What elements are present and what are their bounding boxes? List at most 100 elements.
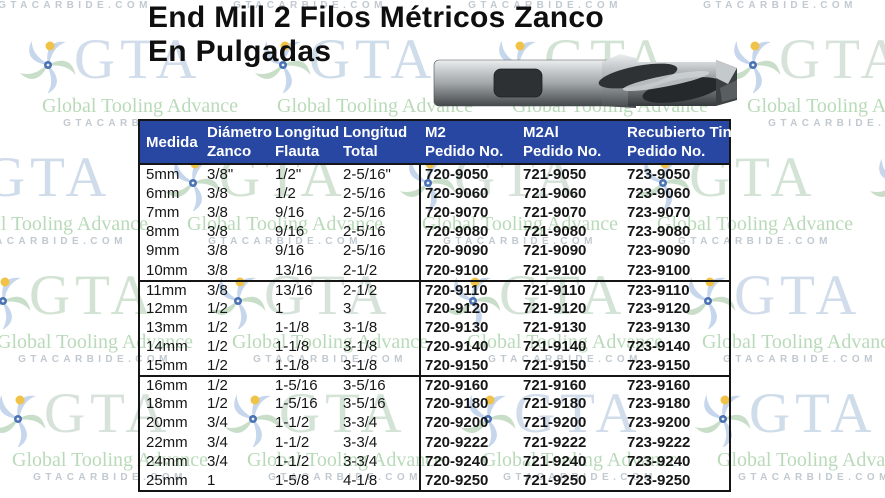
cell-m2al-pedido: 721-9090 [523,242,587,260]
cell-longitud-total: 3-1/8 [343,338,378,356]
cell-longitud-total: 4-1/8 [343,471,378,489]
cell-m2al-pedido: 721-9180 [523,395,587,413]
cell-recubierto-tin-pedido: 723-9150 [627,357,691,375]
cell-diametro-zanco: 3/8 [207,185,228,203]
cell-medida: 10mm [146,261,188,279]
cell-diametro-zanco: 3/8" [207,166,234,184]
cell-medida: 24mm [146,452,188,470]
table-row: 8mm 3/8 9/16 2-5/16 720-9080 721-9080 723-9080 [140,222,729,242]
column-header-recubierto-tin-pedido: Recubierto Tin Pedido No. [627,121,732,163]
page-title-line-1: End Mill 2 Filos Métricos Zanco [148,1,605,34]
column-header-line1: Medida [146,133,198,151]
cell-medida: 6mm [146,185,180,203]
cell-recubierto-tin-pedido: 723-9050 [627,166,691,184]
table-row: 6mm 3/8 1/2 2-5/16 720-9060 721-9060 723-9060 [140,184,729,204]
table-row: 9mm 3/8 9/16 2-5/16 720-9090 721-9090 723-9090 [140,241,729,261]
cell-recubierto-tin-pedido: 723-9070 [627,204,691,222]
watermark-website: GTACARBIDE.COM [703,0,857,11]
cell-longitud-flauta: 1-5/16 [275,395,318,413]
cell-m2-pedido: 720-9222 [419,432,523,452]
cell-diametro-zanco: 1/2 [207,377,228,395]
cell-m2al-pedido: 721-9160 [523,377,587,395]
column-header-line2: Total [343,143,378,160]
cell-recubierto-tin-pedido: 723-9100 [627,261,691,279]
cell-recubierto-tin-pedido: 723-9140 [627,338,691,356]
cell-longitud-flauta: 1 [275,299,284,317]
cell-diametro-zanco: 3/4 [207,414,228,432]
cell-recubierto-tin-pedido: 723-9160 [627,377,691,395]
cell-longitud-flauta: 1-1/2 [275,433,310,451]
cell-longitud-flauta: 13/16 [275,261,313,279]
column-header-line1: Longitud [343,124,408,141]
table-row: 13mm 1/2 1-1/8 3-1/8 720-9130 721-9130 723-913… [140,317,729,337]
gta-logo-icon [0,394,46,447]
cell-recubierto-tin-pedido: 723-9110 [627,281,690,299]
cell-m2-pedido: 720-9080 [419,222,523,242]
table-row: 25mm 1 1-5/8 4-1/8 720-9250 721-9250 723-9250 [140,470,729,490]
cell-m2al-pedido: 721-9250 [523,471,587,489]
cell-longitud-flauta: 1-1/8 [275,318,310,336]
cell-longitud-flauta: 1-1/2 [275,452,310,470]
column-header-medida: Medida [140,121,207,163]
watermark-tagline: Global Tooling Advance [860,213,885,236]
cell-medida: 9mm [146,242,180,260]
cell-m2al-pedido: 721-9110 [523,281,586,299]
cell-m2al-pedido: 721-9100 [523,261,587,279]
cell-diametro-zanco: 3/8 [207,223,228,241]
column-header-line1: Recubierto Tin [627,124,732,141]
cell-medida: 7mm [146,204,180,222]
cell-longitud-total: 3-1/8 [343,357,378,375]
cell-longitud-total: 2-5/16 [343,223,386,241]
cell-medida: 12mm [146,299,188,317]
cell-longitud-flauta: 9/16 [275,223,305,241]
cell-recubierto-tin-pedido: 723-9200 [627,414,691,432]
cell-m2-pedido: 720-9180 [419,394,523,414]
table-row: 10mm 3/8 13/16 2-1/2 720-9100 721-9100 723-910… [140,260,729,280]
cell-medida: 8mm [146,223,180,241]
column-header-line2: Pedido No. [627,143,706,160]
cell-m2-pedido: 720-9160 [419,377,523,395]
cell-m2al-pedido: 721-9130 [523,318,587,336]
column-header-line1: M2Al [523,124,559,141]
table-row: 15mm 1/2 1-1/8 3-1/8 720-9150 721-9150 723-915… [140,356,729,376]
table-row: 18mm 1/2 1-5/16 3-5/16 720-9180 721-9180 723-9… [140,394,729,414]
cell-longitud-flauta: 13/16 [275,281,313,299]
table-row: 7mm 3/8 9/16 2-5/16 720-9070 721-9070 723-9070 [140,203,729,223]
cell-longitud-total: 2-5/16 [343,204,386,222]
cell-medida: 16mm [146,377,188,395]
cell-recubierto-tin-pedido: 723-9060 [627,185,691,203]
cell-m2al-pedido: 721-9240 [523,452,587,470]
cell-medida: 14mm [146,338,188,356]
cell-m2-pedido: 720-9240 [419,451,523,471]
cell-m2-pedido: 720-9070 [419,203,523,223]
cell-diametro-zanco: 3/4 [207,452,228,470]
cell-m2-pedido: 720-9110 [419,281,523,299]
column-header-longitud-flauta: Longitud Flauta [275,121,343,163]
cell-diametro-zanco: 3/8 [207,281,228,299]
cell-m2al-pedido: 721-9150 [523,357,587,375]
cell-diametro-zanco: 1/2 [207,299,228,317]
cell-m2-pedido: 720-9050 [419,165,523,185]
cell-longitud-flauta: 9/16 [275,204,305,222]
cell-m2-pedido: 720-9250 [419,470,523,490]
column-header-line2: Pedido No. [425,143,504,160]
cell-diametro-zanco: 1/2 [207,357,228,375]
watermark-tagline: Global Tooling Advance [747,95,885,117]
cell-m2-pedido: 720-9200 [419,413,523,433]
cell-recubierto-tin-pedido: 723-9222 [627,433,691,451]
cell-medida: 20mm [146,414,188,432]
cell-recubierto-tin-pedido: 723-9180 [627,395,691,413]
gta-logo-icon [870,158,885,197]
column-header-longitud-total: Longitud Total [343,121,419,163]
cell-m2al-pedido: 721-9080 [523,223,587,241]
cell-diametro-zanco: 1/2 [207,395,228,413]
cell-longitud-flauta: 1-5/16 [275,377,318,395]
cell-longitud-total: 2-5/16" [343,166,391,184]
cell-recubierto-tin-pedido: 723-9090 [627,242,691,260]
column-header-line2: Pedido No. [523,143,602,160]
table-row: 16mm 1/2 1-5/16 3-5/16 720-9160 721-9160 723-9… [140,375,729,395]
watermark-gta-text: GTA [0,146,112,209]
column-header-line2: Zanco [207,143,252,160]
